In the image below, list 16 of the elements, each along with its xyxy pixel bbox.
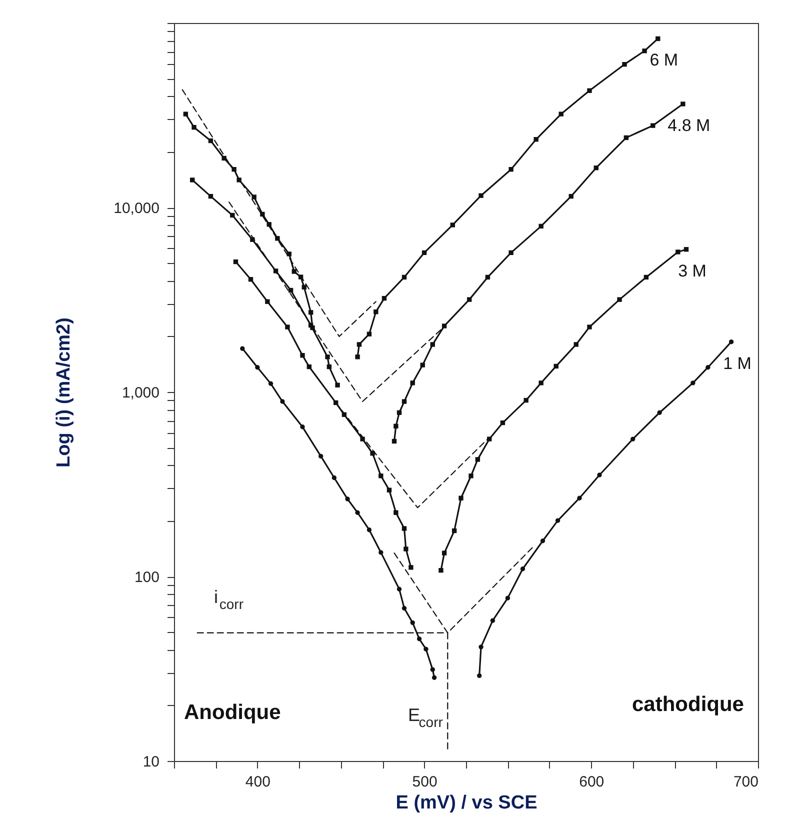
series-label: 6 M — [650, 50, 678, 70]
series-label: 3 M — [678, 261, 706, 280]
x-tick-label: 700 — [733, 774, 758, 790]
y-axis-title: Log (i) (mA/cm2) — [54, 318, 75, 468]
x-tick-label: 500 — [412, 774, 438, 790]
series-label: 1 M — [723, 354, 752, 373]
annotation: Anodique — [184, 701, 281, 724]
x-tick-label: 400 — [245, 774, 270, 790]
y-tick-label: 1,000 — [122, 384, 160, 402]
annotation: cathodique — [632, 693, 744, 716]
series-label: 4.8 M — [668, 116, 710, 135]
y-tick-label: 100 — [134, 569, 160, 586]
y-tick-label: 10 — [142, 754, 160, 770]
y-tick-label: 10,000 — [114, 200, 160, 217]
x-tick-label: 600 — [579, 774, 604, 790]
x-axis-title: E (mV) / vs SCE — [396, 792, 538, 814]
